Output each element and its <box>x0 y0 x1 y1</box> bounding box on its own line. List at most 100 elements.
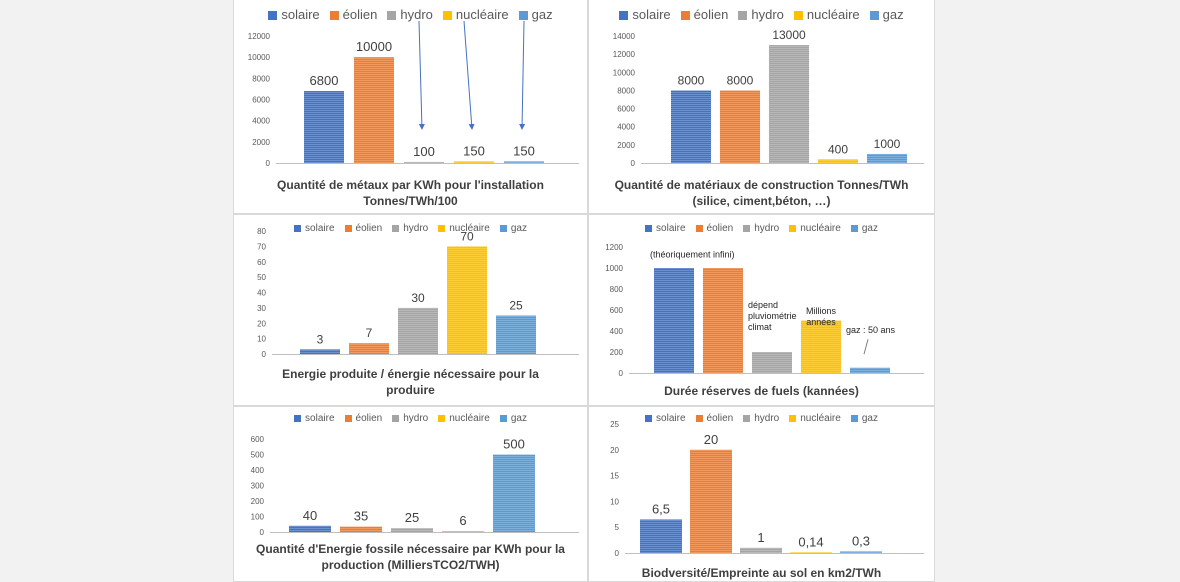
legend-swatch <box>695 414 703 422</box>
y-tick-label: 5 <box>615 523 620 532</box>
legend-label: nucléaire <box>800 223 841 234</box>
legend-item-eolien: éolien <box>344 223 382 234</box>
bar-hydro <box>391 528 433 532</box>
legend-item-nucleaire: nucléaire <box>438 413 490 424</box>
data-label-solaire: 8000 <box>678 73 705 87</box>
legend-swatch <box>789 414 797 422</box>
legend-swatch <box>329 11 339 21</box>
legend-label: nucléaire <box>449 223 490 234</box>
arrow-annotation <box>519 20 526 130</box>
y-tick-label: 1000 <box>605 264 623 273</box>
data-label-eolien: 10000 <box>356 39 392 54</box>
legend-item-solaire: solaire <box>619 7 671 22</box>
data-label-nucleaire: 6 <box>459 513 466 528</box>
legend-label: nucléaire <box>455 7 509 22</box>
y-tick-label: 10 <box>610 497 619 506</box>
y-tick-label: 2000 <box>252 138 270 147</box>
bar-solaire <box>300 349 340 354</box>
y-tick-label: 100 <box>251 513 265 522</box>
legend-item-hydro: hydro <box>743 413 779 424</box>
legend-label: nucléaire <box>449 413 490 424</box>
legend-swatch <box>499 224 507 232</box>
legend-item-hydro: hydro <box>392 413 428 424</box>
bar-hydro <box>752 352 792 373</box>
panel-fossil-energy: solaire éolien hydro nucléaire gaz 0 100 200 30… <box>233 406 588 582</box>
bar-chart-fuel-reserves: 0 200 400 600 800 1000 1200 (théoriquement infi… <box>605 243 924 378</box>
legend-swatch <box>387 11 397 21</box>
legend-swatch <box>645 224 653 232</box>
legend-item-solaire: solaire <box>645 223 686 234</box>
legend-item-eolien: éolien <box>329 7 378 22</box>
legend-item-solaire: solaire <box>268 7 320 22</box>
legend-item-solaire: solaire <box>645 413 686 424</box>
legend-swatch <box>869 11 879 21</box>
panel-materials: solaire éolien hydro nucléaire gaz 0 2000 4000… <box>588 0 935 214</box>
bar-nucleaire <box>801 320 841 373</box>
y-tick-label: 800 <box>610 285 624 294</box>
legend-swatch <box>743 414 751 422</box>
bar-chart-land-footprint: 0 5 10 15 20 25 6,5 20 1 0,14 0,3 <box>610 420 924 558</box>
chart-title-line-1: Durée réserves de fuels (kannées) <box>664 384 859 398</box>
legend-item-gaz: gaz <box>850 223 878 234</box>
legend-label: hydro <box>403 223 429 234</box>
legend: solaire éolien hydro nucléaire gaz <box>234 413 587 424</box>
chart-title-line-2: production (MilliersTCO2/TWH) <box>321 558 500 573</box>
legend-swatch <box>518 11 528 21</box>
y-tick-label: 300 <box>251 482 265 491</box>
panel-land-footprint: solaire éolien hydro nucléaire gaz 0 5 10 15 20 2… <box>588 406 935 582</box>
legend-item-gaz: gaz <box>518 7 553 22</box>
legend-label: gaz <box>510 223 527 234</box>
annotation-3-line-2: années <box>806 317 836 327</box>
bar-eolien <box>349 343 389 354</box>
y-tick-label: 200 <box>251 497 265 506</box>
bar-chart-energy-ratio: 0 10 20 30 40 50 60 70 80 3 7 30 70 25 <box>257 227 579 359</box>
panel-metals: solaire éolien hydro nucléaire gaz 0 2000 4000… <box>233 0 588 214</box>
y-tick-label: 12000 <box>613 50 636 59</box>
legend-item-nucleaire: nucléaire <box>442 7 509 22</box>
legend-label: éolien <box>342 7 378 22</box>
legend-label: gaz <box>510 413 527 424</box>
y-tick-label: 0 <box>262 350 267 359</box>
legend-swatch <box>294 414 302 422</box>
annotation-2-line-3: climat <box>748 322 772 332</box>
legend-label: éolien <box>706 223 734 234</box>
bar-chart-materials: 0 2000 4000 6000 8000 10000 12000 14000 8000 8000… <box>613 28 924 168</box>
legend-item-solaire: solaire <box>294 223 335 234</box>
annotation-4-line-1: gaz : 50 ans <box>846 325 896 335</box>
y-tick-label: 80 <box>257 227 266 236</box>
y-tick-label: 8000 <box>617 86 635 95</box>
legend-item-nucleaire: nucléaire <box>793 7 860 22</box>
data-label-gaz: 150 <box>513 143 535 158</box>
bar-nucleaire <box>454 161 494 163</box>
bar-nucleaire <box>447 246 487 354</box>
y-tick-label: 20 <box>610 446 619 455</box>
annotation-3-line-1: Millions <box>806 306 837 316</box>
bar-solaire <box>654 268 694 373</box>
legend-label: éolien <box>355 413 383 424</box>
legend-item-eolien: éolien <box>695 413 734 424</box>
y-tick-label: 200 <box>610 348 624 357</box>
bar-solaire <box>289 525 331 532</box>
legend-item-nucleaire: nucléaire <box>438 223 490 234</box>
legend-label: hydro <box>754 413 780 424</box>
legend-item-nucleaire: nucléaire <box>789 413 841 424</box>
legend-item-nucleaire: nucléaire <box>789 223 841 234</box>
bar-eolien <box>690 449 732 553</box>
y-tick-label: 600 <box>251 435 265 444</box>
legend-swatch <box>743 224 751 232</box>
legend-swatch <box>789 224 797 232</box>
chart-title-line-1: Quantité d'Energie fossile nécessaire pa… <box>256 542 565 556</box>
y-tick-label: 14000 <box>613 32 636 41</box>
legend-label: éolien <box>706 413 734 424</box>
chart-title: Biodversité/Empreinte au sol en km2/TWh <box>589 565 934 581</box>
chart-title-line-1: Quantité de métaux par KWh pour l'instal… <box>277 178 544 192</box>
legend-item-gaz: gaz <box>850 413 878 424</box>
y-tick-label: 25 <box>610 420 619 429</box>
y-tick-label: 4000 <box>617 123 635 132</box>
chart-title-line-1: Energie produite / énergie nécessaire po… <box>282 367 539 381</box>
arrow-annotation <box>418 20 425 130</box>
chart-title: Quantité de métaux par KWh pour l'instal… <box>234 177 587 209</box>
y-tick-label: 600 <box>610 306 624 315</box>
legend-swatch <box>738 11 748 21</box>
chart-title-line-1: Biodversité/Empreinte au sol en km2/TWh <box>641 566 882 580</box>
